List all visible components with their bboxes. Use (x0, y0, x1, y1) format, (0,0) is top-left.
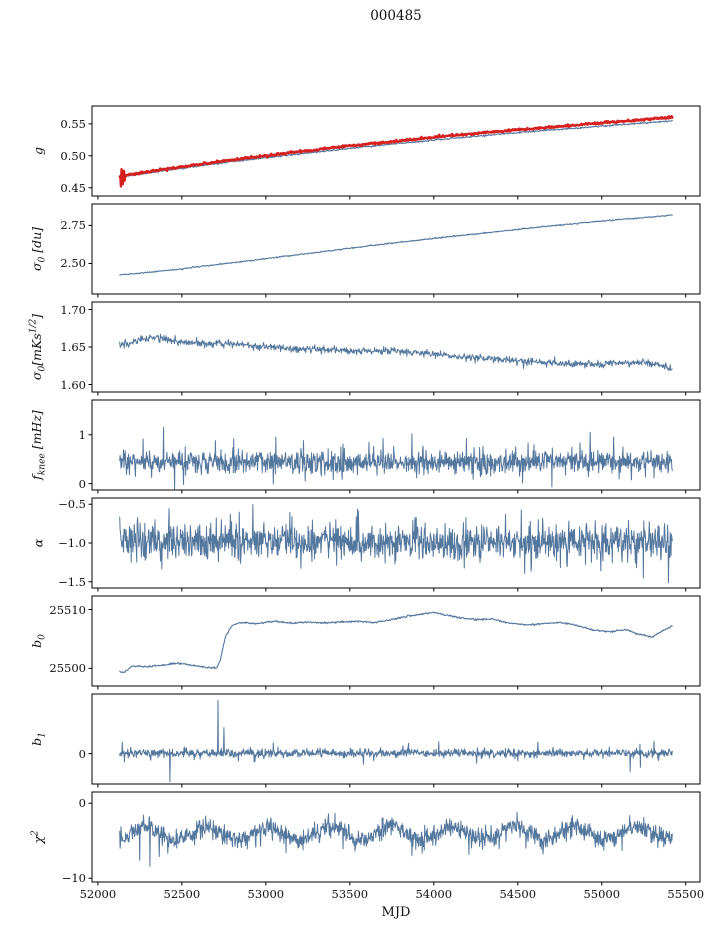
y-tick-label: 0 (78, 476, 86, 491)
panel-7-canvas (86, 688, 706, 790)
y-tick-label: 0.45 (60, 180, 86, 195)
y-tick-label: 25510 (49, 602, 86, 617)
y-axis-label-chi2: χ2 (30, 830, 46, 844)
x-tick-label: 55000 (583, 887, 621, 901)
y-tick-label: 0 (78, 796, 86, 811)
y-tick-label: −0.5 (58, 497, 86, 512)
y-tick-label: 1 (78, 427, 86, 442)
y-tick-label: 1.60 (60, 377, 86, 392)
y-tick-label: −1.0 (58, 536, 86, 550)
x-tick-label: 55500 (667, 887, 705, 901)
y-tick-label: 0.55 (60, 116, 86, 131)
x-tick-label: 54000 (415, 887, 453, 901)
y-axis-label-fknee: fknee [mHz] (28, 410, 48, 480)
y-tick-label: 1.65 (60, 340, 86, 354)
y-tick-label: −10 (61, 871, 86, 886)
panel-8-canvas (86, 786, 706, 888)
y-tick-label: 2.75 (60, 218, 86, 233)
y-tick-label: 0.50 (60, 148, 86, 163)
y-tick-label: 2.50 (60, 256, 86, 271)
x-tick-label: 53000 (247, 887, 285, 901)
y-axis-label-b0: b0 (28, 634, 48, 648)
x-tick-label: 52000 (79, 887, 117, 901)
x-tick-label: 53500 (331, 887, 369, 901)
x-tick-label: 52500 (163, 887, 201, 901)
panel-3-canvas (86, 296, 706, 398)
y-axis-label-b1: b1 (28, 732, 48, 746)
y-tick-label: 1.70 (60, 302, 86, 317)
y-tick-label: 0 (78, 746, 86, 761)
panel-5-canvas (86, 492, 706, 594)
panel-1-canvas (86, 100, 706, 202)
x-tick-label: 54500 (499, 887, 537, 901)
panel-2-canvas (86, 198, 706, 300)
figure-title: 000485 (370, 8, 422, 24)
x-axis-label: MJD (381, 905, 411, 920)
y-tick-label: −1.5 (58, 574, 86, 589)
panel-6-canvas (86, 590, 706, 692)
y-tick-label: 25500 (49, 661, 86, 676)
panel-4-canvas (86, 394, 706, 496)
